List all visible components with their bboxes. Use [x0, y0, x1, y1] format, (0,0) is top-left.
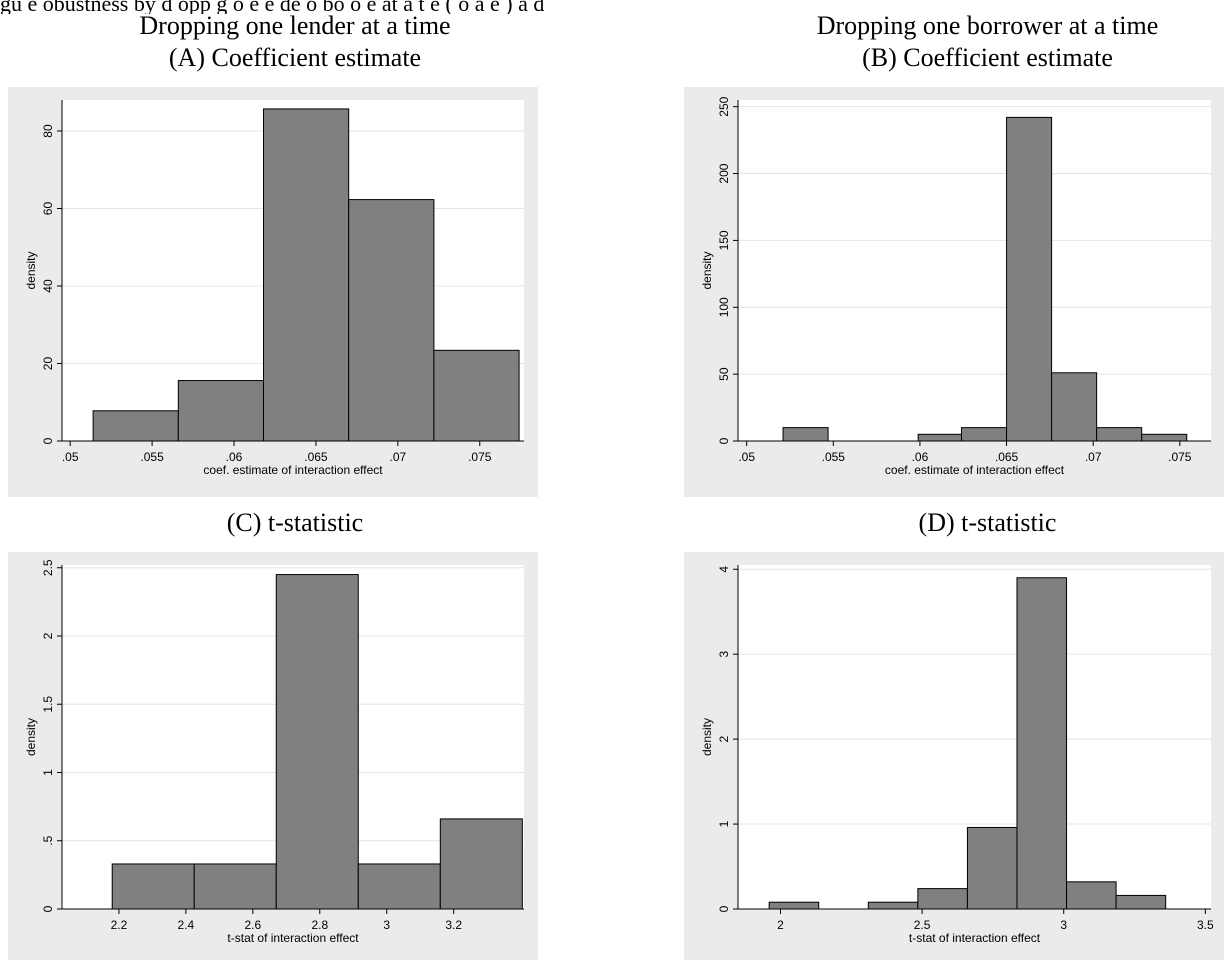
y-axis-label-a: density	[24, 251, 38, 289]
bar-a-1	[177, 380, 265, 442]
bar-b-8	[1141, 433, 1188, 442]
x-tick-label-c-1: 2.4	[178, 918, 195, 932]
panel-c-title: (C) t-statistic	[226, 508, 364, 537]
bar-c-1	[193, 863, 277, 910]
panel-b-title: (B) Coefficient estimate	[862, 43, 1113, 72]
bar-d-7	[1115, 894, 1167, 910]
x-tick-label-a-1: .055	[140, 450, 164, 464]
x-tick-label-a-2: .06	[226, 450, 243, 464]
left-column-title: Dropping one lender at a time	[139, 11, 451, 40]
histogram-c: 2.2 2.4 2.6 2.8 3 3.2 0 .5 1 1.5 2 2.5 t-stat of int…	[24, 559, 524, 945]
bar-a-2	[263, 108, 350, 442]
bar-c-0	[111, 863, 195, 910]
x-tick-label-a-4: .07	[390, 450, 407, 464]
y-tick-label-d-4: 4	[717, 566, 731, 573]
bar-d-0	[768, 901, 820, 910]
y-axis-label-b: density	[700, 251, 714, 289]
panel-d: 2 2.5 3 3.5 0 1 2 3 4 t-stat of interaction effec…	[684, 552, 1224, 960]
y-tick-label-d-0: 0	[717, 905, 731, 912]
x-tick-label-d-0: 2	[777, 918, 784, 932]
bar-a-0	[92, 410, 179, 442]
bar-d-6	[1066, 881, 1117, 910]
y-tick-label-d-1: 1	[717, 820, 731, 827]
x-tick-label-b-3: .065	[995, 450, 1019, 464]
y-tick-label-d-2: 2	[717, 735, 731, 742]
x-tick-label-c-5: 3.2	[445, 918, 462, 932]
x-tick-label-d-3: 3.5	[1197, 918, 1214, 932]
x-tick-label-b-0: .05	[738, 450, 755, 464]
bar-d-5	[1016, 577, 1068, 910]
y-tick-label-a-1: 20	[41, 357, 55, 371]
x-tick-label-c-4: 3	[383, 918, 390, 932]
plot-area-b	[738, 100, 1211, 441]
panel-a: .05 .055 .06 .065 .07 .075 0 20 40 60 80 coef. esti…	[8, 87, 538, 497]
y-tick-label-c-1: .5	[41, 835, 55, 845]
y-tick-label-a-2: 40	[41, 279, 55, 293]
bar-d-4	[966, 826, 1018, 910]
panel-b: .05 .055 .06 .065 .07 .075 0 50 100 150 200 250 coef…	[684, 87, 1224, 497]
y-axis-label-c: density	[24, 718, 38, 756]
y-tick-label-c-0: 0	[41, 905, 55, 912]
bar-b-4	[961, 427, 1008, 442]
x-tick-label-c-2: 2.6	[244, 918, 261, 932]
x-tick-label-b-1: .055	[822, 450, 846, 464]
y-tick-label-a-0: 0	[41, 437, 55, 444]
y-tick-label-a-4: 80	[41, 124, 55, 138]
x-tick-label-b-2: .06	[912, 450, 929, 464]
x-axis-label-b: coef. estimate of interaction effect	[885, 463, 1065, 477]
y-tick-label-c-5: 2.5	[41, 559, 55, 576]
y-tick-label-b-0: 0	[717, 437, 731, 444]
bar-a-3	[348, 199, 435, 442]
x-tick-label-d-2: 3	[1060, 918, 1067, 932]
bar-b-0	[782, 427, 829, 442]
x-tick-label-c-3: 2.8	[311, 918, 328, 932]
y-tick-label-c-2: 1	[41, 769, 55, 776]
x-tick-label-a-5: .075	[468, 450, 492, 464]
y-tick-label-b-3: 150	[717, 230, 731, 250]
y-tick-label-d-3: 3	[717, 651, 731, 658]
histogram-b: .05 .055 .06 .065 .07 .075 0 50 100 150 200 250 coef…	[700, 96, 1211, 477]
y-tick-label-c-3: 1.5	[41, 696, 55, 713]
panel-c: 2.2 2.4 2.6 2.8 3 3.2 0 .5 1 1.5 2 2.5 t-stat of int…	[8, 552, 538, 960]
x-tick-label-a-3: .065	[304, 450, 328, 464]
x-tick-label-a-0: .05	[62, 450, 79, 464]
y-axis-label-d: density	[700, 718, 714, 756]
bar-d-3	[917, 888, 968, 910]
right-column-title: Dropping one borrower at a time	[816, 11, 1159, 40]
bar-d-2	[867, 901, 919, 910]
y-tick-label-b-4: 200	[717, 163, 731, 183]
bar-c-3	[357, 863, 441, 910]
x-tick-label-b-4: .07	[1085, 450, 1102, 464]
bar-c-2	[275, 574, 359, 910]
y-tick-label-b-2: 100	[717, 297, 731, 317]
y-tick-label-b-1: 50	[717, 367, 731, 381]
panel-a-title: (A) Coefficient estimate	[168, 43, 422, 72]
x-axis-label-c: t-stat of interaction effect	[227, 931, 359, 945]
histogram-a: .05 .055 .06 .065 .07 .075 0 20 40 60 80 coef. esti…	[24, 100, 524, 477]
x-tick-label-d-1: 2.5	[914, 918, 931, 932]
bar-b-3	[917, 433, 963, 442]
x-tick-label-b-5: .075	[1168, 450, 1192, 464]
histogram-d: 2 2.5 3 3.5 0 1 2 3 4 t-stat of interaction effec…	[700, 565, 1214, 945]
x-axis-label-a: coef. estimate of interaction effect	[203, 463, 383, 477]
y-tick-label-c-4: 2	[41, 632, 55, 639]
x-axis-label-d: t-stat of interaction effect	[909, 931, 1041, 945]
y-tick-label-b-5: 250	[717, 96, 731, 116]
bar-b-5	[1006, 116, 1053, 442]
figure-header-partial: gu e obustness by d opp g o e e de o bo …	[0, 0, 545, 14]
x-tick-label-c-0: 2.2	[111, 918, 128, 932]
bar-b-6	[1051, 372, 1098, 442]
y-tick-label-a-3: 60	[41, 202, 55, 216]
bar-a-4	[433, 349, 520, 442]
bar-b-7	[1096, 427, 1143, 442]
bar-c-4	[439, 818, 523, 910]
panel-d-title: (D) t-statistic	[918, 508, 1057, 537]
